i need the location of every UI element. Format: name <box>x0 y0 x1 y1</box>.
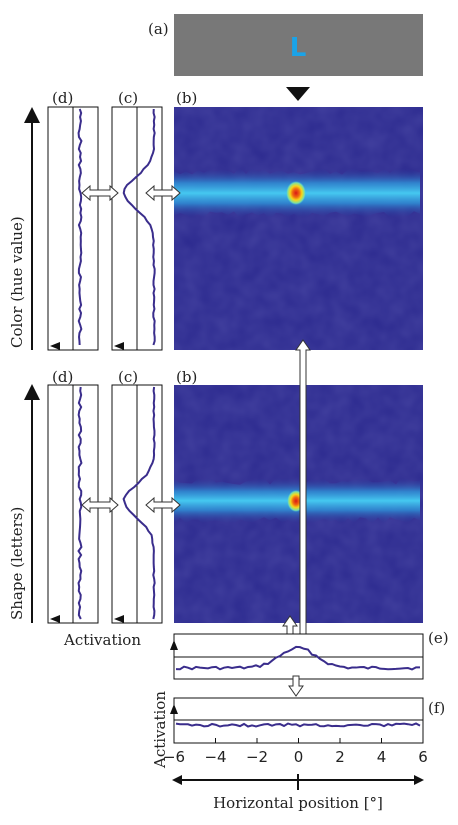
label-c-bottom: (c) <box>118 368 138 386</box>
label-d-top: (d) <box>52 89 73 107</box>
stimulus-letter: L <box>290 33 307 63</box>
label-f: (f) <box>428 699 445 717</box>
panel-c-top-arrow-icon <box>114 342 124 350</box>
panel-c-top-curve <box>122 108 156 346</box>
color-field-noise <box>174 107 423 350</box>
label-b-bottom: (b) <box>176 368 197 386</box>
x-tick-label: 2 <box>335 748 345 766</box>
x-tick-label: 4 <box>377 748 387 766</box>
panel-c-bottom-arrow-icon <box>114 615 124 623</box>
activation-label-vertical: Activation <box>151 691 169 769</box>
panel-f <box>173 697 424 744</box>
panel-d-top-curve <box>77 108 83 346</box>
double-arrow-c-b-top <box>145 184 181 202</box>
double-arrow-d-c-top <box>81 184 119 202</box>
arrow-e-to-f <box>288 675 304 697</box>
color-field-projection-d <box>47 106 99 351</box>
stimulus-background <box>174 14 423 76</box>
panel-f-arrow-icon <box>170 704 178 714</box>
double-arrow-d-c-bottom <box>81 496 119 514</box>
label-d-bottom: (d) <box>52 368 73 386</box>
panel-c-bottom-curve <box>122 386 156 620</box>
color-field-panel <box>174 107 423 350</box>
label-b-top: (b) <box>176 89 197 107</box>
shape-field-projection-d <box>47 384 99 624</box>
label-a: (a) <box>148 20 169 38</box>
panel-d-top-arrow-icon <box>50 342 60 350</box>
stimulus-panel: L <box>174 14 423 76</box>
double-arrow-c-b-bottom <box>145 496 181 514</box>
label-e: (e) <box>428 629 449 647</box>
activation-label-left: Activation <box>63 631 141 649</box>
color-axis-label: Color (hue value) <box>8 216 26 348</box>
panel-f-curve <box>175 722 421 728</box>
shape-field-panel <box>174 385 423 623</box>
x-axis-ticks: −6 −4 −2 0 2 4 6 <box>163 738 428 766</box>
x-tick-label: 0 <box>294 748 304 766</box>
x-tick-label: −4 <box>204 748 226 766</box>
input-arrow-icon <box>286 87 310 101</box>
panel-e <box>173 633 424 680</box>
horizontal-axis-arrow <box>172 774 424 790</box>
x-tick-label: 6 <box>418 748 428 766</box>
color-field-projection-c <box>111 106 163 351</box>
x-tick-label: −2 <box>246 748 268 766</box>
shape-field-projection-c <box>111 384 163 624</box>
horizontal-axis-label: Horizontal position [°] <box>213 794 383 812</box>
panel-e-curve <box>175 645 421 671</box>
x-tick-label: −6 <box>163 748 185 766</box>
panel-e-arrow-icon <box>170 640 178 650</box>
panel-d-bottom-arrow-icon <box>50 615 60 623</box>
color-field-peak <box>286 181 306 205</box>
label-c-top: (c) <box>118 89 138 107</box>
panel-d-bottom-curve <box>77 386 83 620</box>
shape-axis-label: Shape (letters) <box>8 507 26 620</box>
